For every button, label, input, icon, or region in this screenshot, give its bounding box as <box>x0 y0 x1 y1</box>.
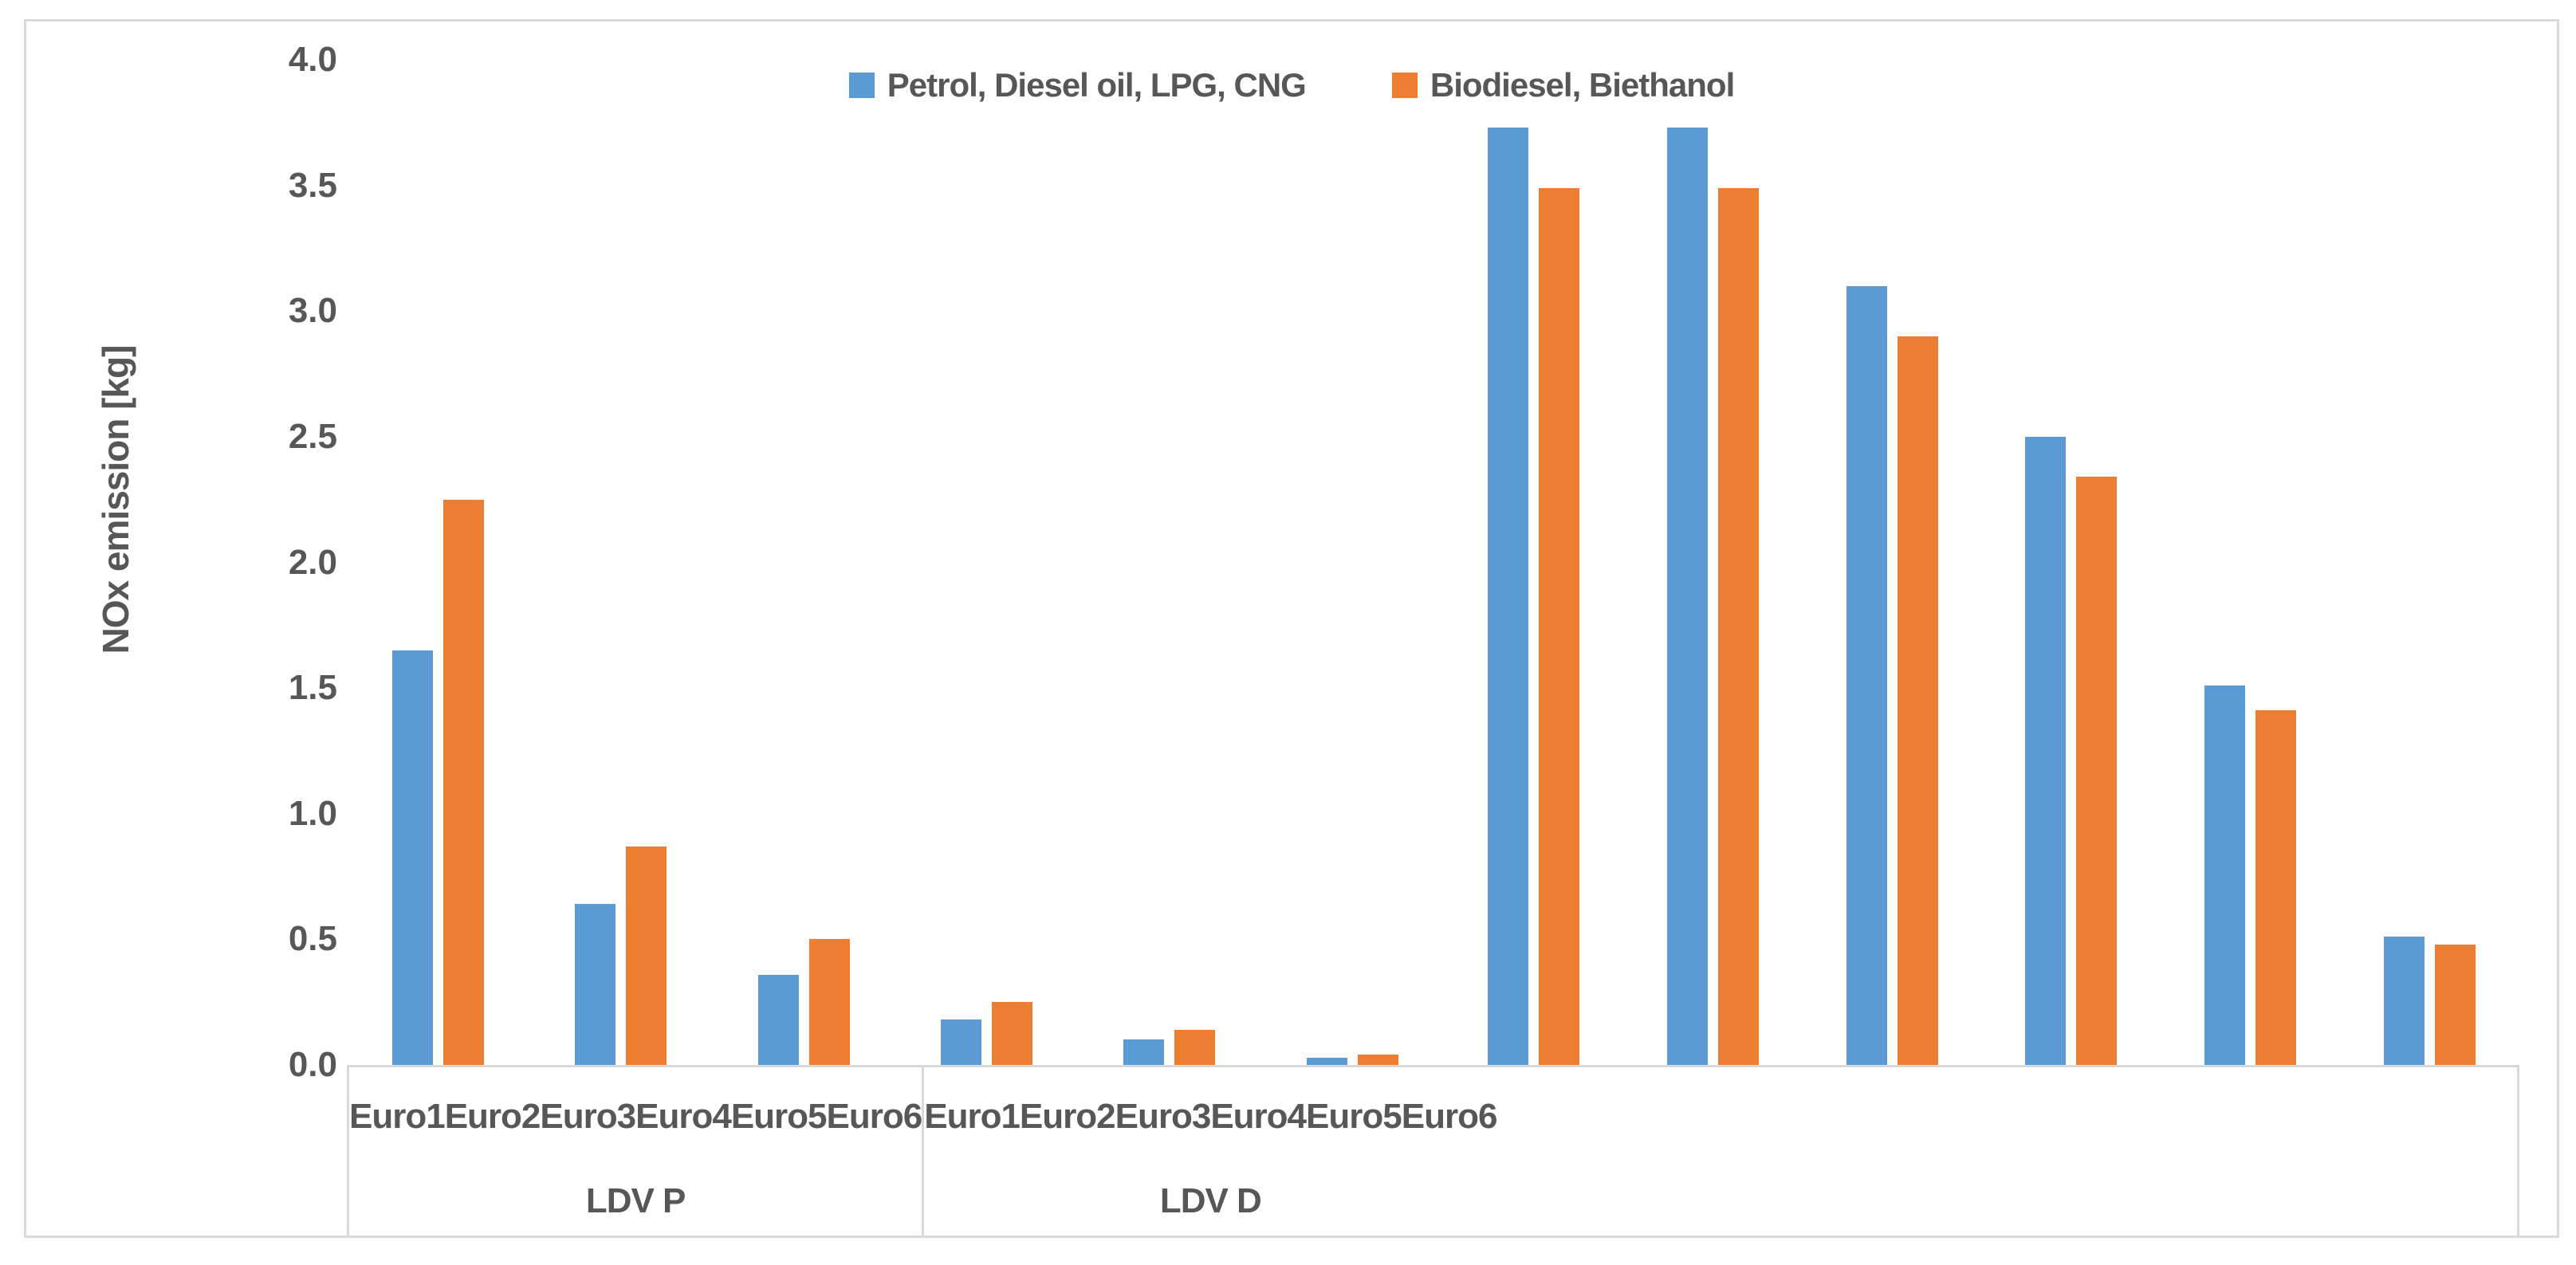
legend-swatch-orange-icon <box>1391 73 1418 98</box>
category-slot-euro3 <box>713 60 895 1065</box>
category-slot-euro4 <box>895 60 1078 1065</box>
category-label-euro5: Euro5 <box>730 1097 828 1136</box>
category-band-ldv-p: Euro1 Euro2 Euro3 Euro4 Euro5 Euro6 LDV P <box>349 1067 925 1236</box>
y-tick-label: 1.5 <box>288 668 337 708</box>
category-label-euro4: Euro4 <box>635 1097 732 1136</box>
bar-ldv-d-euro6-s0 <box>2384 937 2425 1065</box>
category-label-euro6: Euro6 <box>826 1097 923 1136</box>
y-tick-label: 2.0 <box>288 542 337 582</box>
category-axis: Euro1 Euro2 Euro3 Euro4 Euro5 Euro6 LDV P Eur… <box>347 1067 2519 1236</box>
y-tick-label: 3.5 <box>288 165 337 205</box>
y-tick-label: 4.0 <box>288 40 337 79</box>
category-label-euro1: Euro1 <box>924 1097 1021 1136</box>
chart-frame: Petrol, Diesel oil, LPG, CNG Biodiesel, … <box>24 19 2559 1238</box>
category-slot-euro4 <box>1981 60 2161 1065</box>
legend: Petrol, Diesel oil, LPG, CNG Biodiesel, … <box>26 66 2557 104</box>
category-label-euro1: Euro1 <box>349 1097 446 1136</box>
bar-ldv-d-euro1-s0 <box>1487 128 1528 1065</box>
plot-area <box>347 60 2519 1067</box>
category-row-ldv-d: Euro1 Euro2 Euro3 Euro4 Euro5 Euro6 <box>924 1067 1498 1166</box>
category-slot-euro5 <box>2161 60 2340 1065</box>
bar-ldv-d-euro1-s1 <box>1538 188 1579 1065</box>
category-label-euro2: Euro2 <box>1019 1097 1116 1136</box>
bar-panel-ldv-p <box>347 60 1444 1065</box>
bar-ldv-p-euro5-s0 <box>1123 1039 1165 1065</box>
group-label-ldv-d: LDV D <box>1159 1181 1262 1220</box>
y-tick-label: 0.5 <box>288 919 337 959</box>
legend-item-fossil-fuels: Petrol, Diesel oil, LPG, CNG <box>848 66 1307 104</box>
bar-ldv-p-euro4-s1 <box>992 1002 1033 1065</box>
y-tick-label: 3.0 <box>288 291 337 331</box>
bar-panel-ldv-d <box>1444 60 2519 1065</box>
bar-ldv-p-euro1-s1 <box>443 500 485 1065</box>
y-tick-label: 1.0 <box>288 793 337 833</box>
bar-ldv-d-euro4-s0 <box>2025 437 2067 1065</box>
bar-ldv-d-euro4-s1 <box>2076 477 2118 1065</box>
category-slot-euro6 <box>1261 60 1444 1065</box>
category-label-euro4: Euro4 <box>1210 1097 1307 1136</box>
category-label-euro3: Euro3 <box>1115 1097 1212 1136</box>
bar-ldv-d-euro5-s1 <box>2255 710 2297 1065</box>
y-axis-title: NOx emission [kg] <box>95 345 136 654</box>
legend-item-biofuels: Biodiesel, Biethanol <box>1391 66 1735 104</box>
category-slot-euro1 <box>347 60 529 1065</box>
bar-ldv-d-euro2-s0 <box>1666 128 1708 1065</box>
legend-swatch-blue-icon <box>848 73 875 98</box>
bar-ldv-p-euro6-s0 <box>1306 1058 1347 1065</box>
bar-ldv-d-euro3-s0 <box>1846 286 1887 1065</box>
category-slot-euro2 <box>1623 60 1803 1065</box>
category-row-ldv-p: Euro1 Euro2 Euro3 Euro4 Euro5 Euro6 <box>349 1067 922 1166</box>
bar-ldv-d-euro3-s1 <box>1897 336 1938 1065</box>
legend-label-biofuels: Biodiesel, Biethanol <box>1430 66 1735 104</box>
bar-ldv-p-euro2-s0 <box>575 904 616 1065</box>
category-band-ldv-d: Euro1 Euro2 Euro3 Euro4 Euro5 Euro6 LDV D <box>924 1067 1498 1236</box>
y-tick-label: 0.0 <box>288 1045 337 1084</box>
category-label-euro3: Euro3 <box>540 1097 636 1136</box>
category-label-euro2: Euro2 <box>444 1097 541 1136</box>
bar-ldv-p-euro3-s1 <box>808 939 850 1065</box>
bar-ldv-p-euro6-s1 <box>1357 1055 1398 1065</box>
legend-label-fossil-fuels: Petrol, Diesel oil, LPG, CNG <box>887 66 1307 104</box>
bar-ldv-p-euro5-s1 <box>1174 1030 1216 1065</box>
category-slot-euro1 <box>1444 60 1623 1065</box>
bar-ldv-d-euro2-s1 <box>1717 188 1759 1065</box>
category-slot-euro6 <box>2340 60 2519 1065</box>
category-label-euro6: Euro6 <box>1401 1097 1498 1136</box>
bar-ldv-d-euro6-s1 <box>2435 945 2476 1065</box>
y-tick-label: 2.5 <box>288 416 337 456</box>
category-slot-euro3 <box>1803 60 1982 1065</box>
category-label-euro5: Euro5 <box>1306 1097 1402 1136</box>
bar-ldv-p-euro3-s0 <box>757 975 799 1065</box>
category-slot-euro5 <box>1078 60 1260 1065</box>
bar-ldv-p-euro2-s1 <box>626 847 667 1065</box>
bar-ldv-d-euro5-s0 <box>2204 686 2246 1065</box>
category-slot-euro2 <box>529 60 712 1065</box>
bar-ldv-p-euro4-s0 <box>941 1019 982 1065</box>
group-label-ldv-p: LDV P <box>585 1181 686 1220</box>
bar-ldv-p-euro1-s0 <box>392 650 434 1065</box>
